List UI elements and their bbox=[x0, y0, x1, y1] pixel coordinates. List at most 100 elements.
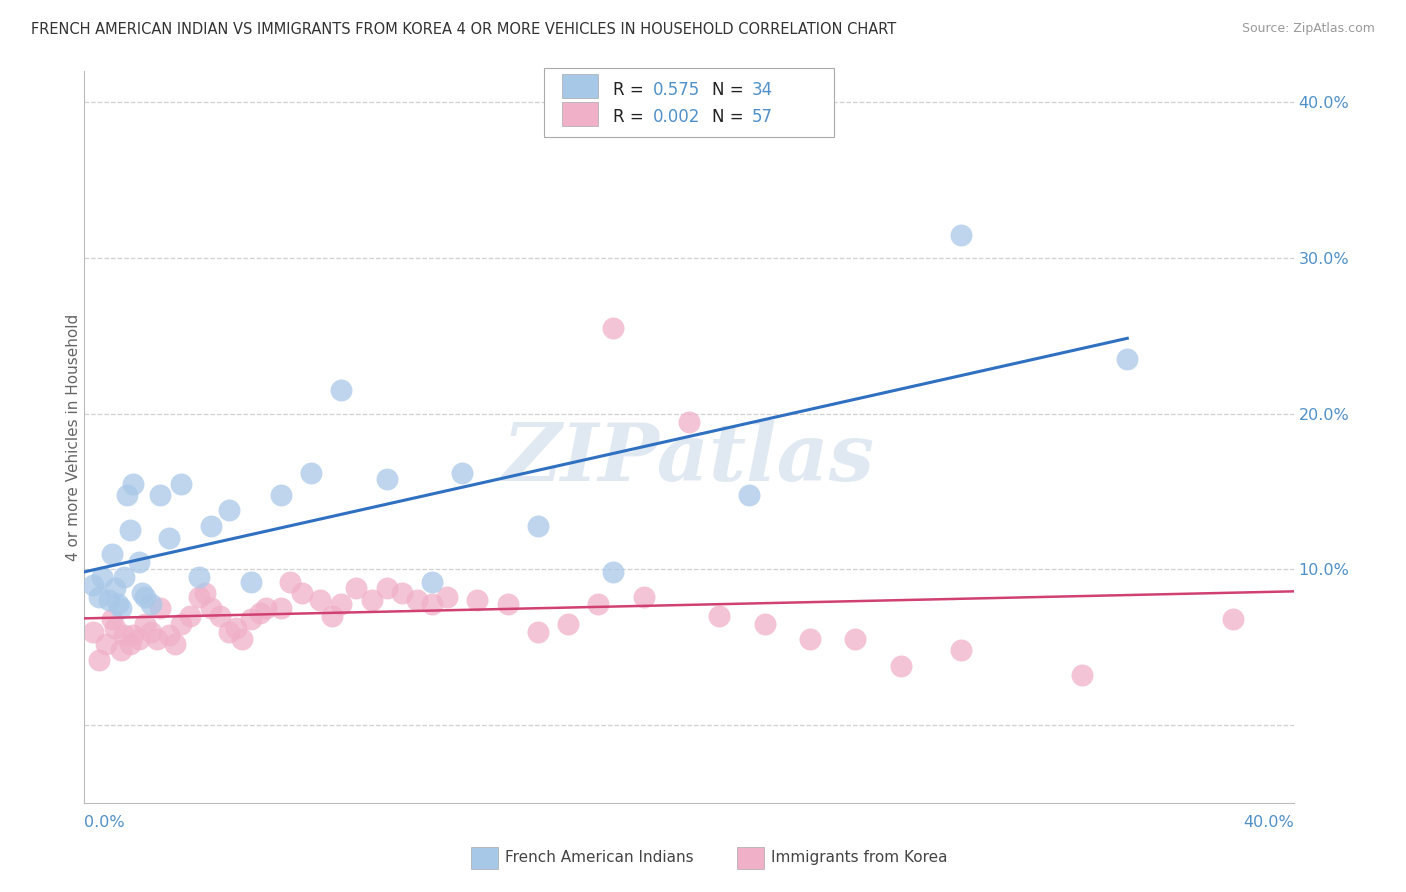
Point bbox=[100, 547, 122, 561]
Point bbox=[128, 632, 150, 647]
Point bbox=[139, 624, 162, 639]
Point bbox=[375, 581, 398, 595]
Point bbox=[157, 628, 180, 642]
Point bbox=[754, 616, 776, 631]
Point bbox=[112, 628, 135, 642]
Text: 0.0%: 0.0% bbox=[84, 815, 125, 830]
Point bbox=[360, 593, 382, 607]
Point bbox=[420, 597, 443, 611]
Point bbox=[82, 578, 104, 592]
Point bbox=[844, 632, 866, 647]
FancyBboxPatch shape bbox=[562, 74, 599, 98]
Point bbox=[254, 601, 277, 615]
Point bbox=[121, 628, 143, 642]
Text: FRENCH AMERICAN INDIAN VS IMMIGRANTS FROM KOREA 4 OR MORE VEHICLES IN HOUSEHOLD : FRENCH AMERICAN INDIAN VS IMMIGRANTS FRO… bbox=[31, 22, 896, 37]
Point bbox=[602, 321, 624, 335]
Point bbox=[291, 585, 314, 599]
Point bbox=[950, 643, 973, 657]
Point bbox=[375, 472, 398, 486]
Point bbox=[218, 503, 240, 517]
Point bbox=[146, 632, 169, 647]
Text: Source: ZipAtlas.com: Source: ZipAtlas.com bbox=[1241, 22, 1375, 36]
Point bbox=[239, 612, 262, 626]
Point bbox=[330, 384, 353, 398]
Text: French American Indians: French American Indians bbox=[505, 850, 693, 865]
Point bbox=[451, 466, 474, 480]
Point bbox=[299, 466, 322, 480]
Text: N =: N = bbox=[711, 109, 749, 127]
FancyBboxPatch shape bbox=[737, 847, 763, 869]
Point bbox=[602, 566, 624, 580]
Point bbox=[112, 570, 135, 584]
Point bbox=[330, 597, 353, 611]
Point bbox=[467, 593, 489, 607]
Point bbox=[149, 601, 172, 615]
Point bbox=[557, 616, 579, 631]
Text: N =: N = bbox=[711, 80, 749, 99]
Point bbox=[420, 574, 443, 589]
Text: 0.575: 0.575 bbox=[652, 80, 700, 99]
FancyBboxPatch shape bbox=[471, 847, 498, 869]
Point bbox=[321, 609, 343, 624]
Point bbox=[97, 593, 120, 607]
Text: 34: 34 bbox=[752, 80, 773, 99]
Point bbox=[131, 585, 153, 599]
Point bbox=[110, 643, 132, 657]
Point bbox=[188, 591, 211, 605]
Point bbox=[128, 555, 150, 569]
Point bbox=[110, 601, 132, 615]
Point bbox=[100, 612, 122, 626]
Point bbox=[270, 601, 292, 615]
Point bbox=[496, 597, 519, 611]
Point bbox=[121, 476, 143, 491]
Point bbox=[194, 585, 217, 599]
Point bbox=[107, 597, 129, 611]
Text: R =: R = bbox=[613, 109, 648, 127]
Point bbox=[346, 581, 368, 595]
Point bbox=[890, 658, 912, 673]
Point bbox=[118, 637, 141, 651]
Text: 0.002: 0.002 bbox=[652, 109, 700, 127]
Point bbox=[209, 609, 232, 624]
FancyBboxPatch shape bbox=[544, 68, 834, 137]
Point bbox=[527, 518, 550, 533]
Point bbox=[1071, 668, 1094, 682]
Y-axis label: 4 or more Vehicles in Household: 4 or more Vehicles in Household bbox=[66, 313, 80, 561]
Point bbox=[89, 652, 111, 666]
Point bbox=[239, 574, 262, 589]
Point bbox=[89, 591, 111, 605]
Point bbox=[391, 585, 413, 599]
Point bbox=[188, 570, 211, 584]
Point bbox=[94, 637, 117, 651]
Point bbox=[104, 581, 127, 595]
Point bbox=[231, 632, 253, 647]
Point bbox=[134, 591, 156, 605]
Point bbox=[738, 488, 761, 502]
Point bbox=[170, 616, 193, 631]
Point bbox=[157, 531, 180, 545]
Point bbox=[406, 593, 429, 607]
Point bbox=[170, 476, 193, 491]
Point bbox=[799, 632, 821, 647]
Point bbox=[678, 415, 700, 429]
Point bbox=[588, 597, 610, 611]
Point bbox=[278, 574, 301, 589]
Point bbox=[270, 488, 292, 502]
Point bbox=[950, 227, 973, 242]
Text: 40.0%: 40.0% bbox=[1243, 815, 1294, 830]
Point bbox=[709, 609, 731, 624]
Point bbox=[309, 593, 332, 607]
Point bbox=[82, 624, 104, 639]
Point bbox=[436, 591, 458, 605]
FancyBboxPatch shape bbox=[562, 102, 599, 126]
Point bbox=[527, 624, 550, 639]
Text: R =: R = bbox=[613, 80, 648, 99]
Point bbox=[179, 609, 201, 624]
Point bbox=[139, 597, 162, 611]
Point bbox=[118, 524, 141, 538]
Point bbox=[1222, 612, 1244, 626]
Point bbox=[218, 624, 240, 639]
Point bbox=[165, 637, 187, 651]
Text: ZIPatlas: ZIPatlas bbox=[503, 420, 875, 498]
Point bbox=[115, 488, 138, 502]
